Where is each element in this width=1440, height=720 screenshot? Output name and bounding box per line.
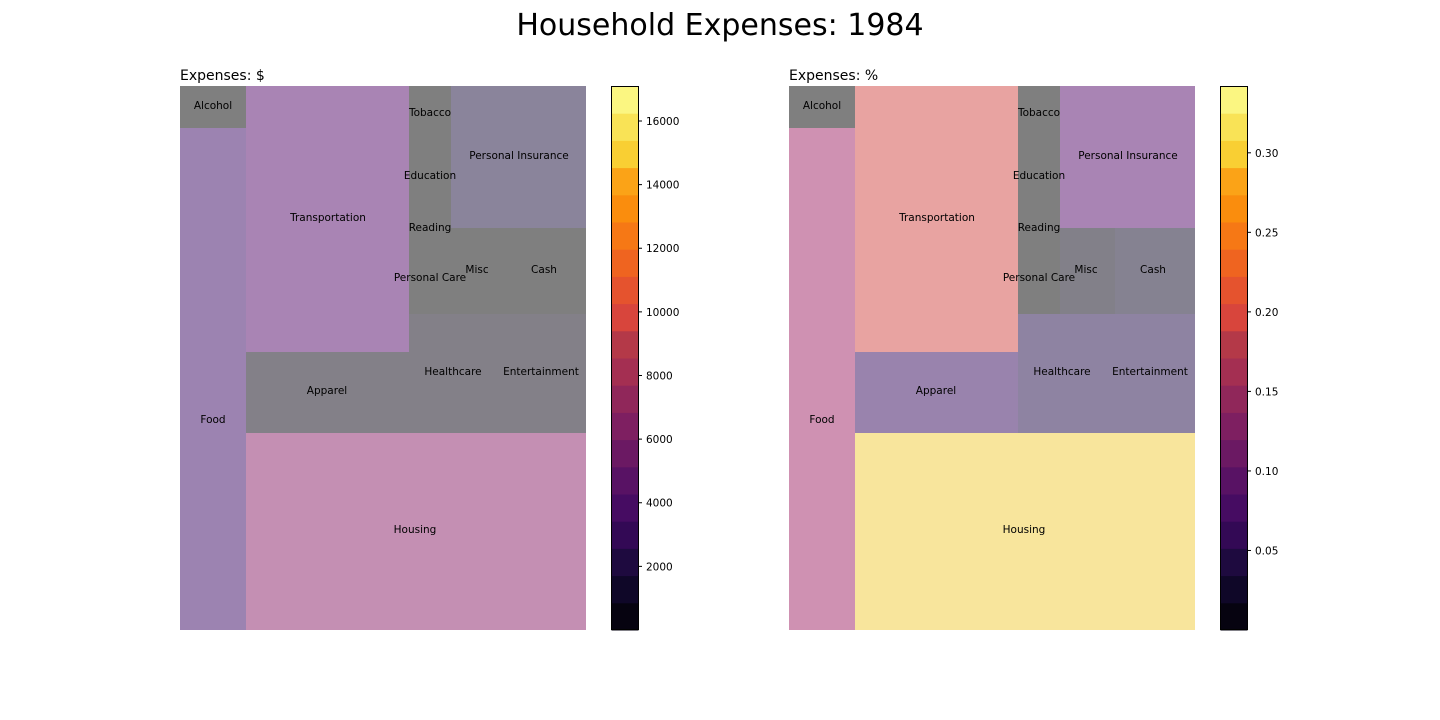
colorbar-band: [611, 439, 639, 468]
colorbar-band: [611, 412, 639, 441]
colorbar-tick-label: 8000: [646, 370, 673, 382]
colorbar-band: [1220, 167, 1248, 196]
treemap-tile: [789, 128, 855, 630]
colorbar-frame: [611, 86, 639, 630]
left-panel-title: Expenses: $: [180, 68, 265, 84]
treemap-tile: [855, 352, 1018, 433]
right-panel-title: Expenses: %: [789, 68, 879, 84]
treemap-tile: [1018, 276, 1060, 314]
treemap-tile: [180, 86, 246, 128]
treemap-tile: [497, 314, 586, 433]
colorbar-band: [611, 602, 639, 631]
colorbar-tick-label: 0.15: [1255, 386, 1278, 398]
treemap-tile: [1018, 314, 1106, 433]
colorbar-band: [1220, 194, 1248, 223]
colorbar-band: [611, 330, 639, 359]
colorbar-band: [611, 194, 639, 223]
colorbar-tick-label: 10000: [646, 307, 679, 319]
treemap-tile: [451, 228, 506, 314]
colorbar-band: [1220, 466, 1248, 495]
colorbar-band: [611, 113, 639, 141]
treemap-tile: [506, 228, 586, 314]
treemap-tile: [1060, 86, 1195, 228]
treemap-tile: [409, 176, 451, 224]
colorbar-tick-label: 12000: [646, 243, 679, 255]
colorbar-band: [1220, 140, 1248, 169]
colorbar-band: [1220, 385, 1248, 413]
colorbar-band: [1220, 602, 1248, 631]
treemap-tile: [246, 352, 409, 433]
colorbar-band: [611, 521, 639, 549]
treemap-tile: [1106, 314, 1195, 433]
colorbar-band: [611, 86, 639, 114]
treemap-tile: [1115, 228, 1195, 314]
left-colorbar: 2000 4000 6000 8000 10000 12000 14000 16000: [611, 86, 679, 631]
colorbar-band: [611, 222, 639, 250]
treemap-tile: [409, 86, 451, 176]
colorbar-tick-label: 0.05: [1255, 545, 1278, 557]
colorbar-band: [611, 358, 639, 386]
colorbar-band: [1220, 330, 1248, 359]
right-treemap: Alcohol Food Transportation Tobacco Educatio…: [789, 86, 1195, 630]
colorbar-tick-label: 6000: [646, 434, 673, 446]
colorbar-band: [611, 575, 639, 604]
colorbar-frame: [1220, 86, 1248, 630]
treemap-tile: [409, 314, 497, 433]
colorbar-tick-label: 0.20: [1255, 307, 1278, 319]
treemap-tile: [855, 433, 1195, 630]
colorbar-band: [611, 548, 639, 577]
treemap-tile: [1018, 224, 1060, 276]
colorbar-tick-label: 14000: [646, 180, 679, 192]
colorbar-band: [1220, 358, 1248, 386]
treemap-tile: [1060, 228, 1115, 314]
treemap-tile: [246, 433, 586, 630]
colorbar-band: [1220, 521, 1248, 549]
treemap-tile: [855, 86, 1018, 352]
colorbar-band: [611, 140, 639, 169]
colorbar-band: [1220, 303, 1248, 332]
right-colorbar: 0.05 0.10 0.15 0.20 0.25 0.30: [1220, 86, 1278, 631]
colorbar-tick-label: 0.25: [1255, 227, 1278, 239]
colorbar-band: [1220, 113, 1248, 141]
colorbar-tick-label: 0.10: [1255, 466, 1278, 478]
colorbar-band: [1220, 249, 1248, 277]
colorbar-band: [1220, 575, 1248, 604]
figure-title: Household Expenses: 1984: [516, 8, 924, 43]
colorbar-band: [1220, 222, 1248, 250]
colorbar-band: [611, 466, 639, 495]
colorbar-tick-label: 4000: [646, 498, 673, 510]
colorbar-band: [1220, 276, 1248, 305]
colorbar-band: [611, 276, 639, 305]
colorbar-band: [611, 167, 639, 196]
treemap-tile: [789, 86, 855, 128]
treemap-tile: [409, 224, 451, 276]
colorbar-tick-label: 0.30: [1255, 148, 1278, 160]
colorbar-band: [611, 385, 639, 413]
colorbar-band: [1220, 412, 1248, 441]
colorbar-band: [1220, 86, 1248, 114]
left-treemap: Alcohol Food Transportation Tobacco Educatio…: [180, 86, 586, 630]
colorbar-band: [611, 494, 639, 522]
treemap-tile: [409, 276, 451, 314]
colorbar-band: [1220, 548, 1248, 577]
colorbar-tick-label: 16000: [646, 116, 679, 128]
colorbar-band: [611, 303, 639, 332]
treemap-tile: [180, 128, 246, 630]
treemap-tile: [451, 86, 586, 228]
colorbar-band: [1220, 494, 1248, 522]
treemap-tile: [246, 86, 409, 352]
colorbar-tick-label: 2000: [646, 561, 673, 573]
colorbar-band: [611, 249, 639, 277]
treemap-tile: [1018, 86, 1060, 176]
treemap-tile: [1018, 176, 1060, 224]
colorbar-band: [1220, 439, 1248, 468]
